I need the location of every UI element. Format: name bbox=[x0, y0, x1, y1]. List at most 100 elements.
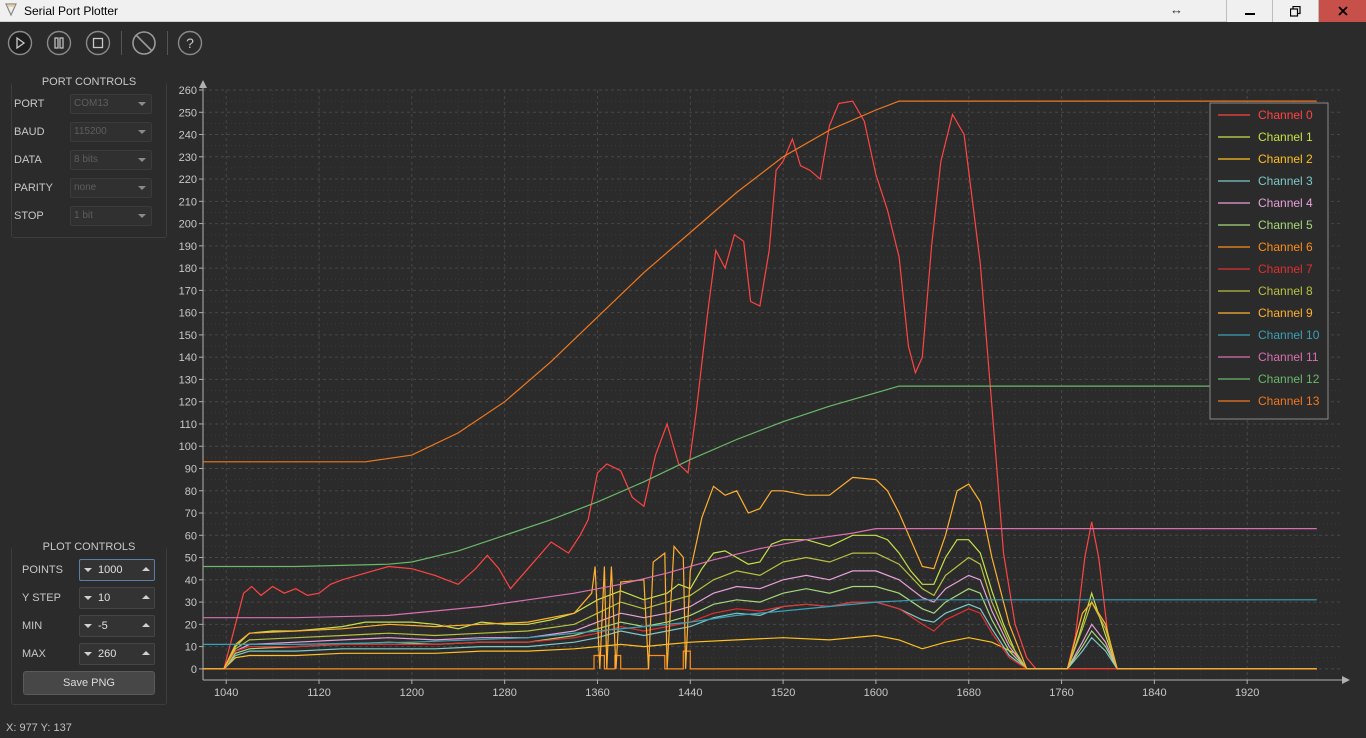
close-button[interactable] bbox=[1318, 0, 1366, 22]
toolbar-separator bbox=[121, 31, 122, 55]
restore-button[interactable] bbox=[1272, 0, 1318, 22]
series-line-channel-0 bbox=[203, 100, 1317, 670]
window-title: Serial Port Plotter bbox=[24, 4, 119, 18]
y-tick-label: 160 bbox=[179, 308, 197, 320]
legend-entry: Channel 3 bbox=[1258, 174, 1313, 188]
min-spinbox[interactable]: -5 bbox=[79, 615, 155, 637]
resize-arrows-icon[interactable]: ↔ bbox=[1170, 2, 1183, 17]
plot-controls-group: PLOT CONTROLS bbox=[11, 541, 167, 705]
port-label: PORT bbox=[14, 98, 45, 110]
min-label: MIN bbox=[22, 620, 43, 632]
line-chart[interactable]: 1040 1120 1200 1280 1360 1440 1520 1600 1680 1760… bbox=[170, 76, 1366, 706]
y-tick-label: 40 bbox=[185, 575, 197, 587]
series-line-channel-12 bbox=[203, 385, 1317, 568]
chevron-down-icon bbox=[138, 158, 146, 162]
y-axis-arrow bbox=[199, 80, 207, 88]
data-bits-select[interactable]: 8 bits bbox=[70, 150, 152, 170]
series-line-channel-7 bbox=[203, 601, 1317, 670]
minimize-icon bbox=[1244, 13, 1255, 15]
increment-icon[interactable] bbox=[142, 567, 150, 571]
series-line-channel-1 bbox=[203, 534, 1317, 670]
legend-entry: Channel 12 bbox=[1258, 372, 1320, 386]
save-png-button[interactable]: Save PNG bbox=[23, 671, 155, 695]
x-tick-label: 1120 bbox=[307, 687, 331, 699]
legend-entry: Channel 0 bbox=[1258, 108, 1313, 122]
port-select[interactable]: COM13 bbox=[70, 94, 152, 114]
points-spinbox[interactable]: 1000 bbox=[79, 559, 155, 581]
x-axis-arrow bbox=[1342, 676, 1350, 684]
legend-entry: Channel 5 bbox=[1258, 218, 1313, 232]
legend-box bbox=[1209, 102, 1329, 420]
max-spinbox[interactable]: 260 bbox=[79, 643, 155, 665]
x-tick-label: 1440 bbox=[678, 687, 702, 699]
data-bits-label: DATA bbox=[14, 154, 42, 166]
title-bar: Serial Port Plotter ↔ bbox=[0, 0, 1366, 22]
y-tick-label: 60 bbox=[185, 530, 197, 542]
y-tick-label: 250 bbox=[179, 107, 197, 119]
y-tick-label: 170 bbox=[179, 285, 197, 297]
increment-icon[interactable] bbox=[142, 651, 150, 655]
parity-select[interactable]: none bbox=[70, 178, 152, 198]
help-icon[interactable]: ? bbox=[177, 30, 203, 56]
y-tick-label: 150 bbox=[179, 330, 197, 342]
baud-select[interactable]: 115200 bbox=[70, 122, 152, 142]
legend-entry: Channel 4 bbox=[1258, 196, 1313, 210]
minimize-button[interactable] bbox=[1226, 0, 1272, 22]
x-tick-label: 1280 bbox=[492, 687, 516, 699]
decrement-icon[interactable] bbox=[84, 568, 92, 572]
series-line-channel-11 bbox=[203, 528, 1317, 619]
y-step-label: Y STEP bbox=[22, 592, 61, 604]
decrement-icon[interactable] bbox=[84, 596, 92, 600]
play-icon[interactable] bbox=[7, 30, 33, 56]
plot-area[interactable]: 1040 1120 1200 1280 1360 1440 1520 1600 1680 1760… bbox=[170, 76, 1366, 706]
legend-entry: Channel 6 bbox=[1258, 240, 1313, 254]
decrement-icon[interactable] bbox=[84, 624, 92, 628]
app-icon bbox=[5, 3, 17, 17]
increment-icon[interactable] bbox=[142, 595, 150, 599]
chevron-down-icon bbox=[138, 214, 146, 218]
chevron-down-icon bbox=[138, 186, 146, 190]
x-tick-label: 1200 bbox=[400, 687, 424, 699]
plot-controls-title: PLOT CONTROLS bbox=[12, 541, 166, 553]
y-tick-label: 180 bbox=[179, 263, 197, 275]
legend-entry: Channel 13 bbox=[1258, 394, 1320, 408]
port-controls-group: PORT CONTROLS bbox=[11, 76, 167, 238]
x-tick-label: 1600 bbox=[864, 687, 888, 699]
max-label: MAX bbox=[22, 648, 46, 660]
x-tick-label: 1520 bbox=[771, 687, 795, 699]
points-label: POINTS bbox=[22, 564, 63, 576]
y-tick-label: 130 bbox=[179, 374, 197, 386]
x-tick-label: 1920 bbox=[1235, 687, 1259, 699]
svg-text:?: ? bbox=[186, 35, 194, 51]
chevron-down-icon bbox=[138, 130, 146, 134]
increment-icon[interactable] bbox=[142, 623, 150, 627]
x-tick-label: 1760 bbox=[1049, 687, 1073, 699]
legend-entry: Channel 11 bbox=[1258, 350, 1319, 364]
stop-icon[interactable] bbox=[85, 30, 111, 56]
chevron-down-icon bbox=[138, 102, 146, 106]
y-tick-label: 0 bbox=[191, 664, 197, 676]
legend-entry: Channel 7 bbox=[1258, 262, 1313, 276]
decrement-icon[interactable] bbox=[84, 652, 92, 656]
legend-entry: Channel 8 bbox=[1258, 284, 1313, 298]
y-tick-label: 200 bbox=[179, 219, 197, 231]
x-tick-label: 1360 bbox=[585, 687, 609, 699]
baud-label: BAUD bbox=[14, 126, 45, 138]
stop-bits-select[interactable]: 1 bit bbox=[70, 206, 152, 226]
restore-icon bbox=[1290, 5, 1301, 17]
y-tick-label: 220 bbox=[179, 174, 197, 186]
y-tick-label: 210 bbox=[179, 196, 197, 208]
pause-icon[interactable] bbox=[46, 30, 72, 56]
clear-icon[interactable] bbox=[131, 30, 157, 56]
stop-bits-label: STOP bbox=[14, 210, 44, 222]
legend-entry: Channel 2 bbox=[1258, 152, 1313, 166]
series-line-channel-4 bbox=[203, 570, 1317, 670]
y-tick-label: 10 bbox=[185, 642, 197, 654]
legend-entry: Channel 10 bbox=[1258, 328, 1320, 342]
y-step-spinbox[interactable]: 10 bbox=[79, 587, 155, 609]
y-tick-label: 140 bbox=[179, 352, 197, 364]
y-tick-label: 50 bbox=[185, 553, 197, 565]
x-tick-label: 1680 bbox=[956, 687, 980, 699]
legend-entry: Channel 1 bbox=[1258, 130, 1313, 144]
y-tick-label: 230 bbox=[179, 152, 197, 164]
